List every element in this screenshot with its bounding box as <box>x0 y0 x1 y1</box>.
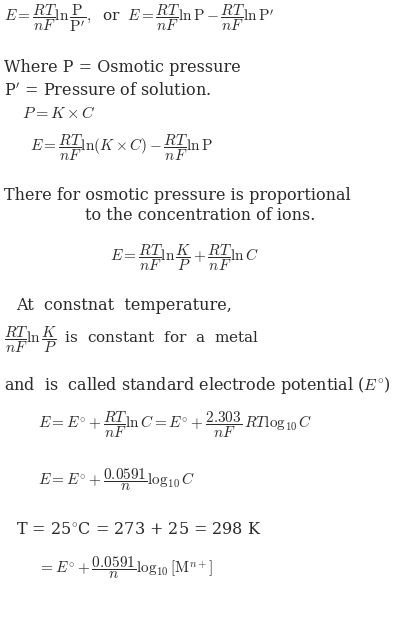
Text: $E = E^{\circ} + \dfrac{0.0591}{n}\log_{10} C$: $E = E^{\circ} + \dfrac{0.0591}{n}\log_{… <box>38 467 195 493</box>
Text: to the concentration of ions.: to the concentration of ions. <box>85 207 315 224</box>
Text: $\dfrac{RT}{nF}\ln\dfrac{K}{P}\;$ is  constant  for  a  metal: $\dfrac{RT}{nF}\ln\dfrac{K}{P}\;$ is con… <box>4 325 259 356</box>
Text: At  constnat  temperature,: At constnat temperature, <box>16 297 232 313</box>
Text: and  is  called standard electrode potential ($E^{\circ}$): and is called standard electrode potenti… <box>4 375 391 396</box>
Text: $E = \dfrac{RT}{nF}\ln\dfrac{\mathrm{P}}{\mathrm{P}'},\;$ or $\;E = \dfrac{RT}{n: $E = \dfrac{RT}{nF}\ln\dfrac{\mathrm{P}}… <box>4 2 274 34</box>
Text: $E = \dfrac{RT}{nF}\ln\dfrac{K}{P} + \dfrac{RT}{nF}\ln C$: $E = \dfrac{RT}{nF}\ln\dfrac{K}{P} + \df… <box>110 243 259 273</box>
Text: $= E^{\circ} + \dfrac{0.0591}{n}\log_{10}[\mathrm{M}^{n+}]$: $= E^{\circ} + \dfrac{0.0591}{n}\log_{10… <box>38 555 213 581</box>
Text: $E = \dfrac{RT}{nF}\ln(K \times C) - \dfrac{RT}{nF}\ln \mathrm{P}$: $E = \dfrac{RT}{nF}\ln(K \times C) - \df… <box>30 133 213 164</box>
Text: P$'$ = Pressure of solution.: P$'$ = Pressure of solution. <box>4 82 211 100</box>
Text: $P = K \times C$: $P = K \times C$ <box>22 105 96 122</box>
Text: $E = E^{\circ} + \dfrac{RT}{nF}\ln C = E^{\circ} + \dfrac{2.303}{nF}\,RT\log_{10: $E = E^{\circ} + \dfrac{RT}{nF}\ln C = E… <box>38 410 312 441</box>
Text: Where P = Osmotic pressure: Where P = Osmotic pressure <box>4 60 241 77</box>
Text: There for osmotic pressure is proportional: There for osmotic pressure is proportion… <box>4 186 351 204</box>
Text: T = 25$^{\circ}$C = 273 + 25 = 298 K: T = 25$^{\circ}$C = 273 + 25 = 298 K <box>16 522 261 538</box>
